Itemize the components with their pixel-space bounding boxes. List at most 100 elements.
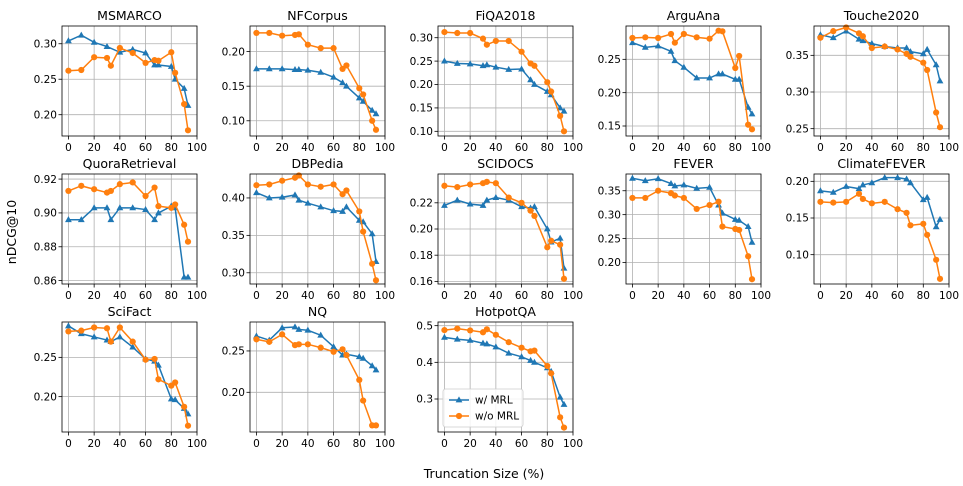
x-tick-label: 0	[441, 142, 448, 154]
x-tick-label: 60	[515, 290, 528, 302]
x-tick-label: 40	[113, 142, 126, 154]
data-point	[65, 37, 72, 44]
panel-frame	[61, 321, 198, 433]
x-tick-label: 60	[703, 290, 716, 302]
data-point	[859, 195, 866, 203]
data-point	[441, 182, 448, 189]
data-point	[184, 127, 192, 134]
x-tick-label: 0	[817, 290, 824, 302]
data-point	[171, 396, 179, 403]
data-point	[843, 198, 850, 205]
data-point	[518, 203, 525, 210]
panel-fiqa2018: 0 20 40 60 80 100 0.10 0.15 0.20 0.25 0.30 FiQA2018	[410, 8, 583, 154]
data-point	[172, 201, 179, 208]
data-point	[372, 126, 380, 133]
x-tick-label: 80	[353, 438, 366, 450]
data-point	[830, 28, 837, 35]
panel-hotpotqa: 0 20 40 60 80 100 0.3 0.4 0.5 HotpotQA w/ MRL w/o M…	[416, 304, 583, 450]
data-point	[142, 192, 149, 200]
data-point	[330, 45, 337, 52]
data-point	[466, 336, 474, 343]
data-point	[518, 65, 525, 72]
data-point	[735, 75, 743, 82]
data-point	[295, 65, 303, 72]
data-point	[483, 196, 491, 203]
y-tick-label: 0.30	[598, 209, 621, 221]
data-point	[492, 37, 499, 45]
data-point	[142, 49, 149, 56]
data-point	[129, 49, 136, 57]
data-point	[180, 84, 188, 91]
panel-frame	[813, 173, 950, 285]
data-point	[629, 34, 636, 42]
data-point	[295, 325, 303, 332]
panel-climatefever: 0 20 40 60 80 100 0.10 0.15 0.20 ClimateFEVER	[786, 156, 959, 302]
series-line-w-mrl	[256, 68, 377, 115]
data-point	[181, 100, 188, 108]
x-tick-label: 60	[703, 142, 716, 154]
data-point	[453, 335, 461, 342]
panel-touche2020: 0 20 40 60 80 100 0.25 0.30 0.35 Touche2020	[786, 8, 959, 154]
panel-title: DBPedia	[291, 156, 343, 171]
data-point	[368, 362, 376, 369]
data-point	[466, 60, 474, 67]
data-point	[479, 35, 487, 42]
x-tick-label: 80	[353, 142, 366, 154]
data-point	[868, 200, 875, 207]
data-point	[168, 49, 175, 56]
panel-nq: 0 20 40 60 80 100 0.20 0.25 NQ	[222, 304, 395, 450]
y-tick-label: 0.90	[34, 208, 57, 220]
series-line-w-mrl	[444, 196, 565, 269]
data-point	[330, 207, 337, 214]
data-point	[560, 400, 568, 407]
data-point	[317, 183, 324, 190]
data-point	[932, 223, 940, 230]
y-tick-label: 0.20	[222, 387, 245, 399]
y-tick-label: 0.35	[222, 230, 245, 242]
x-tick-label: 60	[891, 290, 904, 302]
data-point	[855, 185, 863, 192]
x-tick-label: 40	[301, 142, 314, 154]
data-point	[372, 366, 380, 373]
x-tick-label: 100	[751, 142, 771, 154]
data-point	[492, 180, 499, 187]
data-point	[330, 348, 337, 355]
x-axis-title: Truncation Size (%)	[423, 466, 545, 481]
x-tick-label: 100	[563, 438, 583, 450]
data-point	[706, 74, 713, 81]
data-point	[339, 207, 346, 214]
data-point	[655, 187, 662, 194]
data-point	[65, 322, 72, 329]
data-point	[693, 34, 700, 41]
data-point	[317, 45, 324, 52]
data-point	[91, 324, 98, 331]
data-point	[527, 356, 534, 363]
data-point	[933, 256, 940, 263]
x-tick-label: 20	[87, 290, 100, 302]
data-point	[919, 50, 927, 57]
data-point	[129, 179, 136, 186]
x-tick-label: 0	[629, 142, 636, 154]
y-tick-label: 0.20	[598, 87, 621, 99]
y-tick-label: 0.25	[34, 352, 57, 364]
y-axis-title: nDCG@10	[4, 200, 19, 264]
data-point	[544, 79, 551, 86]
data-point	[304, 326, 312, 333]
panel-frame	[437, 321, 574, 433]
x-tick-label: 80	[541, 142, 554, 154]
data-point	[919, 196, 927, 203]
x-tick-label: 100	[375, 142, 395, 154]
data-point	[641, 177, 649, 184]
x-tick-label: 40	[865, 142, 878, 154]
data-point	[531, 347, 538, 354]
y-tick-label: 0.20	[410, 224, 433, 236]
data-point	[253, 29, 260, 37]
data-point	[715, 198, 722, 205]
data-point	[817, 187, 824, 194]
data-point	[735, 216, 743, 223]
data-point	[505, 37, 512, 45]
x-tick-label: 0	[65, 142, 72, 154]
y-tick-label: 0.92	[34, 174, 57, 186]
